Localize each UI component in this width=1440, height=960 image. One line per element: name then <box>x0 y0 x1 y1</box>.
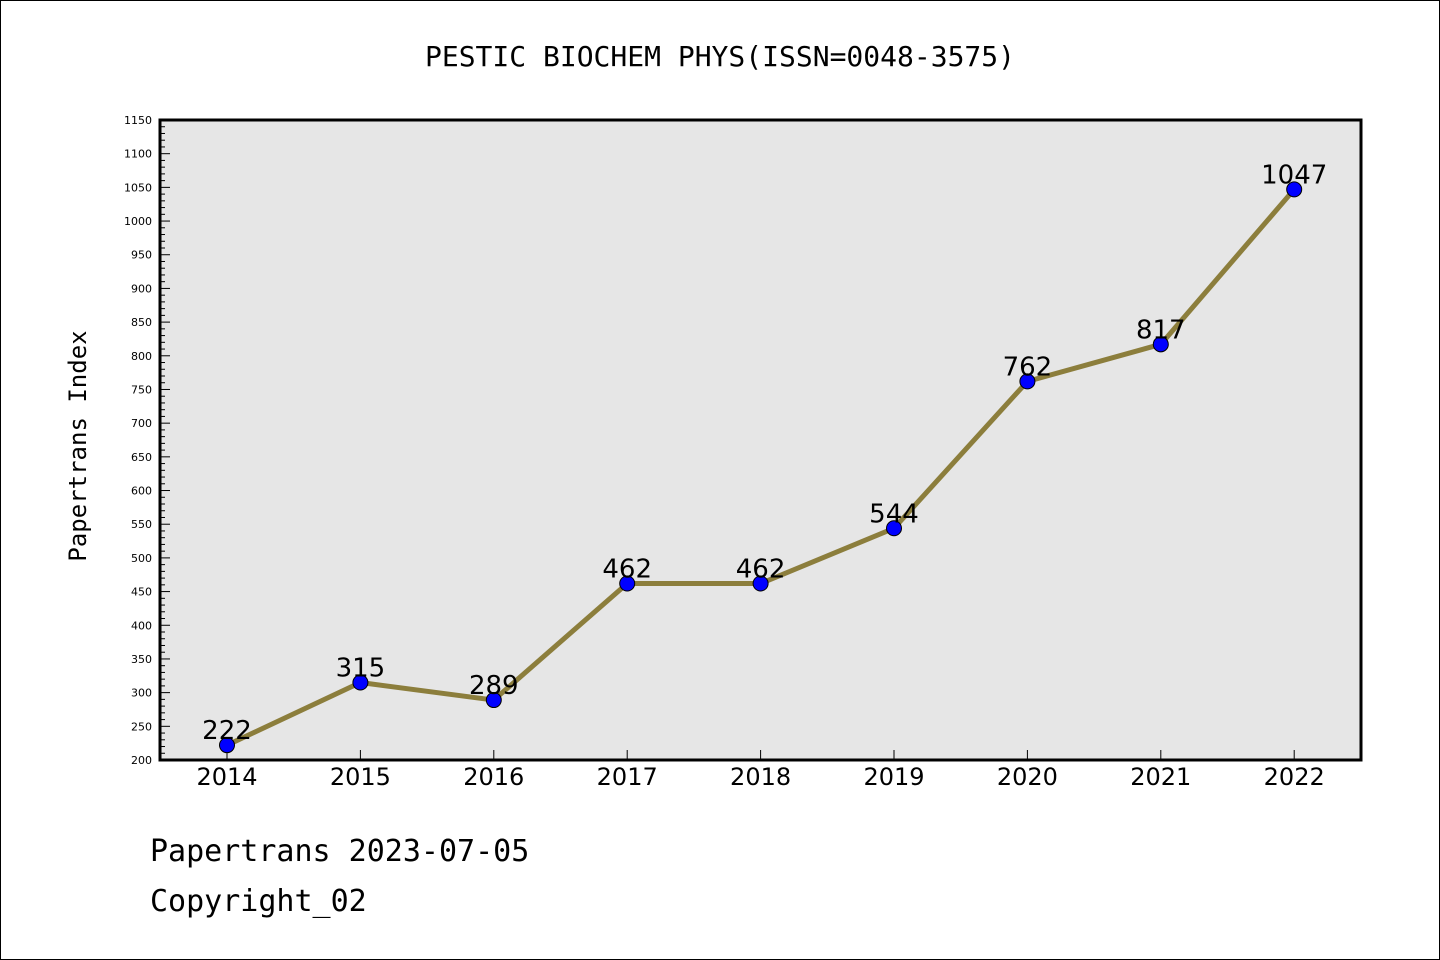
y-tick-label: 900 <box>131 282 152 295</box>
data-label: 1047 <box>1261 160 1327 190</box>
y-tick-label: 500 <box>131 552 152 565</box>
x-tick-label: 2015 <box>330 763 391 791</box>
y-tick-label: 1150 <box>124 114 152 127</box>
data-point <box>1019 373 1036 390</box>
data-point <box>219 737 235 754</box>
data-point <box>1286 181 1303 198</box>
y-tick-label: 350 <box>131 653 152 666</box>
y-tick-label: 250 <box>131 720 152 733</box>
data-point <box>619 575 636 592</box>
data-label: 222 <box>202 716 252 746</box>
y-tick-label: 1050 <box>124 181 152 194</box>
x-tick-label: 2016 <box>463 763 524 791</box>
chart-title: PESTIC BIOCHEM PHYS(ISSN=0048-3575) <box>425 40 1015 73</box>
y-tick-label: 450 <box>131 586 152 599</box>
data-label: 462 <box>736 554 786 584</box>
x-tick-label: 2021 <box>1130 763 1191 791</box>
y-tick-label: 1100 <box>124 148 152 161</box>
data-point <box>752 575 769 592</box>
y-tick-label: 950 <box>131 249 152 262</box>
y-tick-label: 750 <box>131 383 152 396</box>
x-axis: 2014 2015 2016 2017 2018 2019 2020 2021 2022 <box>196 750 1325 791</box>
data-label: 289 <box>469 671 519 701</box>
y-axis: 200 250 300 350 400 450 500 550 600 650 700 750 800 8… <box>124 114 170 767</box>
data-point <box>1152 336 1169 353</box>
data-label: 544 <box>869 499 919 529</box>
data-point <box>886 520 902 537</box>
x-tick-label: 2017 <box>597 763 658 791</box>
series-layer: 222 315 289 462 462 544 762 817 1047 <box>202 160 1327 754</box>
y-tick-label: 400 <box>131 619 152 632</box>
y-tick-label: 850 <box>131 316 152 329</box>
plot-area <box>158 118 1363 762</box>
x-tick-label: 2014 <box>196 763 257 791</box>
data-label: 462 <box>602 554 652 584</box>
y-tick-label: 550 <box>131 518 152 531</box>
footer-date: Papertrans 2023-07-05 <box>150 834 530 869</box>
data-label: 762 <box>1003 352 1053 382</box>
data-point <box>352 674 369 691</box>
y-tick-label: 700 <box>131 417 152 430</box>
data-point <box>485 692 502 709</box>
data-label: 315 <box>336 654 386 684</box>
x-tick-label: 2018 <box>730 763 791 791</box>
x-tick-label: 2019 <box>863 763 924 791</box>
y-tick-label: 1000 <box>124 215 152 228</box>
footer-copyright: Copyright_02 <box>150 884 367 919</box>
y-tick-label: 650 <box>131 451 152 464</box>
y-tick-label: 800 <box>131 350 152 363</box>
y-tick-label: 200 <box>131 754 152 767</box>
x-tick-label: 2022 <box>1264 763 1325 791</box>
y-tick-label: 600 <box>131 485 152 498</box>
data-label: 817 <box>1136 315 1186 345</box>
y-tick-label: 300 <box>131 687 152 700</box>
y-axis-label: Papertrans Index <box>64 330 92 561</box>
x-tick-label: 2020 <box>997 763 1058 791</box>
